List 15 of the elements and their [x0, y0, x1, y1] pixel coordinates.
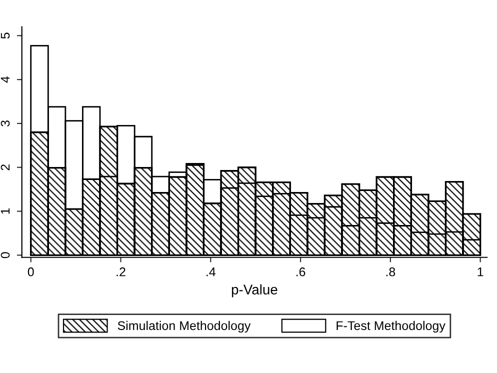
x-tick-label: .8 — [386, 267, 396, 276]
legend-label: Simulation Methodology — [118, 320, 251, 333]
y-tick-label: 3 — [0, 120, 10, 126]
x-tick-label: .2 — [116, 267, 126, 276]
legend-label: F-Test Methodology — [336, 320, 446, 333]
y-tick-label: 2 — [0, 164, 10, 170]
x-tick-label: .4 — [206, 268, 216, 276]
y-tick-label: 5 — [0, 32, 10, 39]
x-tick-label: .6 — [296, 267, 306, 276]
y-tick-label: 1 — [0, 208, 10, 214]
y-tick-label: 0 — [0, 252, 10, 258]
x-tick-label: 0 — [28, 267, 34, 276]
y-tick-label: 4 — [0, 76, 10, 83]
x-tick-label: 1 — [478, 268, 484, 276]
x-axis-title: p-Value — [232, 284, 278, 298]
